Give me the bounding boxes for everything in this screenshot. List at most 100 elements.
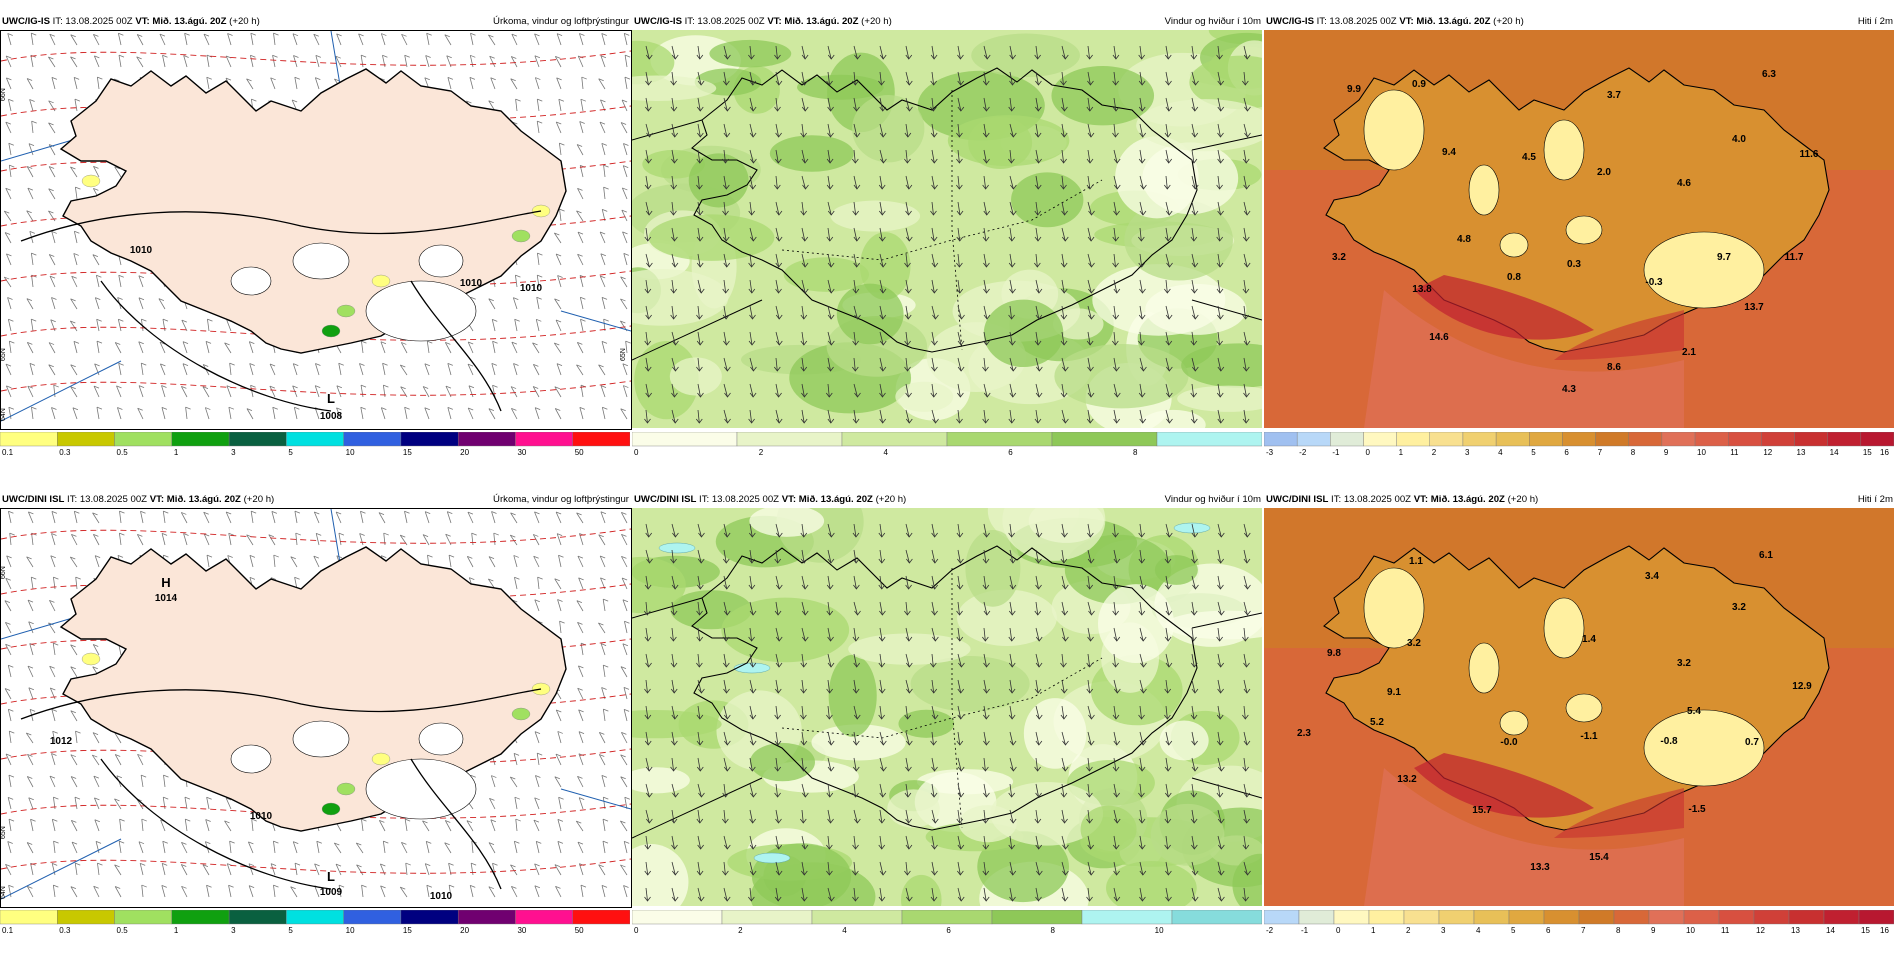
temperature-value: 0.9 (1412, 79, 1426, 90)
legend-swatch (991, 910, 1083, 925)
legend-swatch (1473, 910, 1510, 925)
temperature-value: -1.5 (1688, 804, 1706, 815)
lead-time: (+20 h) (243, 494, 275, 505)
legend-swatch (736, 432, 843, 447)
legend-tick: 0 (634, 448, 639, 457)
legend-swatch (1333, 910, 1370, 925)
legend-tick: 4 (1476, 926, 1481, 935)
valid-label: VT: (1413, 494, 1429, 505)
legend-tick: -2 (1266, 926, 1274, 935)
legend-tick: 2 (738, 926, 743, 935)
legend-swatch (1718, 910, 1755, 925)
legend-swatch (1462, 432, 1497, 447)
legend-swatch (1296, 432, 1331, 447)
legend-swatch (1794, 432, 1828, 447)
color-legend: 0 2 4 6 8 (632, 432, 1262, 458)
temperature-value: 0.7 (1745, 737, 1759, 748)
legend-tick: 7 (1598, 448, 1603, 457)
legend-tick: 11 (1730, 448, 1739, 457)
legend-tick: 10 (1697, 448, 1706, 457)
temperature-value: 2.3 (1297, 728, 1311, 739)
init-time: IT: 13.08.2025 00Z (699, 494, 780, 505)
init-time: IT: 13.08.2025 00Z (67, 494, 148, 505)
panel-title: Úrkoma, vindur og loftþrýstingur (493, 16, 629, 27)
temperature-value: 4.8 (1457, 234, 1471, 245)
lat-label: 65N (1, 348, 7, 361)
panel-header: UWC/IG-IS IT: 13.08.2025 00Z VT: Mið. 13… (632, 14, 1264, 30)
panel-title: Hiti í 2m (1857, 16, 1893, 27)
legend-swatch (1368, 910, 1405, 925)
legend-swatch (1264, 910, 1300, 925)
legend-swatch (841, 432, 948, 447)
model-name: UWC/IG-IS (1266, 16, 1314, 27)
legend-swatch (1578, 910, 1615, 925)
model-name: UWC/DINI ISL (2, 494, 65, 505)
valid-label: VT: (781, 494, 797, 505)
legend-swatch (1562, 432, 1596, 447)
legend-tick: 0 (1365, 448, 1370, 457)
legend-tick: 5 (288, 926, 293, 935)
valid-time: Mið. 13.ágú. 20Z (784, 16, 859, 27)
legend-swatch (171, 432, 230, 447)
map-label: L (327, 869, 335, 884)
legend-swatch (286, 910, 344, 925)
legend-tick: 11 (1721, 926, 1730, 935)
legend-swatch (1860, 432, 1894, 447)
legend-swatch (1529, 432, 1563, 447)
legend-swatch (286, 432, 344, 447)
valid-label: VT: (149, 494, 165, 505)
legend-swatch (1827, 432, 1862, 447)
temperature-value: 4.5 (1522, 152, 1536, 163)
legend-swatch (1051, 432, 1158, 447)
legend-swatch (1683, 910, 1720, 925)
legend-swatch (1438, 910, 1475, 925)
temperature-value: 0.3 (1567, 259, 1581, 270)
legend-tick: 1 (174, 448, 179, 457)
legend-tick: -1 (1301, 926, 1309, 935)
legend-swatch (1728, 432, 1762, 447)
legend-swatch (57, 432, 115, 447)
legend-swatch (457, 910, 516, 925)
lead-time: (+20 h) (1493, 16, 1524, 27)
legend-tick: 8 (1051, 926, 1056, 935)
legend-swatch (1761, 432, 1795, 447)
temperature-value: 13.2 (1397, 774, 1417, 785)
temperature-value: -0.3 (1645, 277, 1663, 288)
temperature-map: 1.1 6.1 3.4 3.2 9.8 3.2 1.4 3.2 12.9 9.1 5.4 2.3 5.2… (1264, 508, 1894, 906)
legend-swatch (1694, 432, 1729, 447)
legend-swatch (1403, 910, 1440, 925)
panel-1: UWC/IG-IS IT: 13.08.2025 00Z VT: Mið. 13… (0, 14, 632, 476)
legend-swatch (515, 432, 573, 447)
legend-tick: 0.5 (117, 448, 129, 457)
legend-tick: 9 (1664, 448, 1669, 457)
map-label: 1009 (320, 887, 343, 898)
map-label: 1010 (130, 245, 153, 256)
temperature-value: 3.2 (1732, 602, 1746, 613)
legend-swatch (1156, 432, 1262, 447)
legend-tick: 15 (403, 448, 412, 457)
map-label: 1010 (430, 891, 453, 902)
legend-tick: 2 (759, 448, 764, 457)
map-label: H (161, 575, 170, 590)
legend-tick: 6 (1546, 926, 1551, 935)
legend-tick: 7 (1581, 926, 1586, 935)
legend-tick: 8 (1133, 448, 1138, 457)
temperature-value: 15.7 (1472, 805, 1492, 816)
map-label: 1008 (320, 411, 343, 422)
lat-label: 66N (1, 566, 7, 579)
panel-header: UWC/DINI ISL IT: 13.08.2025 00Z VT: Mið.… (632, 492, 1264, 508)
legend-swatch (1264, 432, 1298, 447)
legend-tick: 0.1 (2, 926, 14, 935)
legend-tick: 1 (174, 926, 179, 935)
legend-tick: 15 (403, 926, 412, 935)
wind-map (632, 30, 1262, 428)
temperature-value: 2.0 (1597, 167, 1611, 178)
panel-title: Vindur og hviður í 10m (1164, 16, 1261, 27)
precip-map: H 1014 L 1009 1010 1012 1010 66N 65N 64N (0, 508, 632, 908)
legend-swatch (400, 432, 459, 447)
map-label: 1014 (155, 593, 178, 604)
legend-tick: 6 (946, 926, 951, 935)
temperature-value: 11.7 (1785, 252, 1804, 263)
valid-time: Mið. 13.ágú. 20Z (166, 494, 241, 505)
map-label: 1010 (250, 811, 273, 822)
